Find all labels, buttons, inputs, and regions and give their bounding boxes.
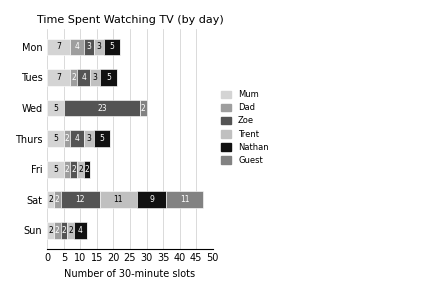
Bar [137,191,166,208]
Text: 4: 4 [81,73,86,82]
Bar [70,130,84,147]
Bar [70,161,77,178]
Bar [94,39,103,55]
Bar [61,222,67,239]
Text: 2: 2 [141,103,145,113]
Legend: Mum, Dad, Zoe, Trent, Nathan, Guest: Mum, Dad, Zoe, Trent, Nathan, Guest [219,88,271,168]
Bar [54,222,61,239]
Text: 2: 2 [65,165,69,174]
Bar [77,69,90,86]
Text: 7: 7 [57,73,61,82]
Bar [47,69,70,86]
Text: 5: 5 [53,103,58,113]
Bar [47,130,64,147]
Title: Time Spent Watching TV (by day): Time Spent Watching TV (by day) [37,15,223,25]
Text: 2: 2 [55,226,60,235]
Text: 3: 3 [86,42,91,51]
Text: 5: 5 [53,134,58,143]
Bar [64,100,140,116]
Text: 2: 2 [72,73,76,82]
Bar [100,191,137,208]
Text: 4: 4 [75,134,80,143]
Bar [61,191,100,208]
Text: 12: 12 [76,195,85,204]
Text: 2: 2 [48,195,53,204]
Text: 3: 3 [93,73,98,82]
Bar [47,39,70,55]
Bar [100,69,117,86]
Bar [84,130,94,147]
Text: 11: 11 [114,195,123,204]
Text: 4: 4 [78,226,83,235]
Bar [77,161,84,178]
Text: 23: 23 [97,103,107,113]
Bar [74,222,87,239]
Bar [84,161,90,178]
Text: 5: 5 [53,165,58,174]
Bar [94,130,110,147]
Text: 2: 2 [61,226,66,235]
Bar [103,39,120,55]
Text: 5: 5 [99,134,104,143]
Bar [90,69,100,86]
Bar [70,69,77,86]
Bar [47,191,54,208]
Text: 5: 5 [106,73,111,82]
Bar [64,161,70,178]
Text: 4: 4 [75,42,80,51]
Bar [140,100,146,116]
Text: 2: 2 [65,134,69,143]
Text: 3: 3 [96,42,101,51]
X-axis label: Number of 30-minute slots: Number of 30-minute slots [65,269,195,279]
Bar [70,39,84,55]
Bar [47,161,64,178]
Bar [54,191,61,208]
Text: 2: 2 [72,165,76,174]
Text: 5: 5 [109,42,114,51]
Text: 11: 11 [180,195,189,204]
Text: 2: 2 [84,165,89,174]
Bar [47,100,64,116]
Bar [67,222,74,239]
Bar [47,222,54,239]
Text: 3: 3 [86,134,91,143]
Text: 2: 2 [68,226,73,235]
Text: 7: 7 [57,42,61,51]
Bar [64,130,70,147]
Text: 2: 2 [55,195,60,204]
Text: 9: 9 [149,195,154,204]
Text: 2: 2 [48,226,53,235]
Bar [84,39,94,55]
Bar [166,191,203,208]
Text: 2: 2 [78,165,83,174]
